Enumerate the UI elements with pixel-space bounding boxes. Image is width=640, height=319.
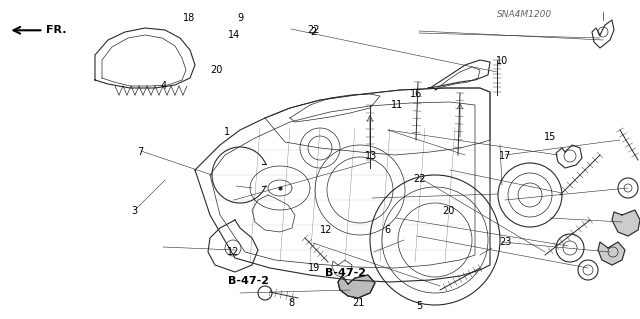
Text: 22: 22 — [307, 25, 320, 35]
Text: B-47-2: B-47-2 — [325, 268, 366, 278]
Text: 9: 9 — [237, 12, 243, 23]
Text: 12: 12 — [227, 247, 240, 257]
Polygon shape — [612, 210, 640, 236]
Text: 2: 2 — [310, 27, 317, 37]
Text: 5: 5 — [416, 301, 422, 311]
Polygon shape — [338, 275, 375, 298]
Text: 16: 16 — [410, 89, 422, 99]
Text: 17: 17 — [499, 151, 512, 161]
Text: 13: 13 — [365, 151, 378, 161]
Text: 23: 23 — [499, 237, 512, 248]
Text: 20: 20 — [442, 205, 454, 216]
Text: 21: 21 — [352, 298, 365, 308]
Text: 20: 20 — [210, 65, 223, 75]
Text: 6: 6 — [384, 225, 390, 235]
Text: FR.: FR. — [46, 25, 67, 35]
Text: 18: 18 — [182, 12, 195, 23]
Text: 15: 15 — [544, 132, 557, 142]
Polygon shape — [598, 242, 625, 265]
Text: B-47-2: B-47-2 — [228, 276, 269, 286]
Text: 8: 8 — [288, 298, 294, 308]
Text: 4: 4 — [160, 81, 166, 91]
Text: 22: 22 — [413, 174, 426, 184]
Text: 7: 7 — [138, 146, 144, 157]
Text: 3: 3 — [131, 205, 138, 216]
Text: 11: 11 — [390, 100, 403, 110]
Text: SNA4M1200: SNA4M1200 — [497, 10, 552, 19]
Text: 19: 19 — [307, 263, 320, 273]
Text: 12: 12 — [320, 225, 333, 235]
Text: 10: 10 — [496, 56, 509, 66]
Text: 14: 14 — [227, 30, 240, 40]
Text: 1: 1 — [224, 127, 230, 137]
